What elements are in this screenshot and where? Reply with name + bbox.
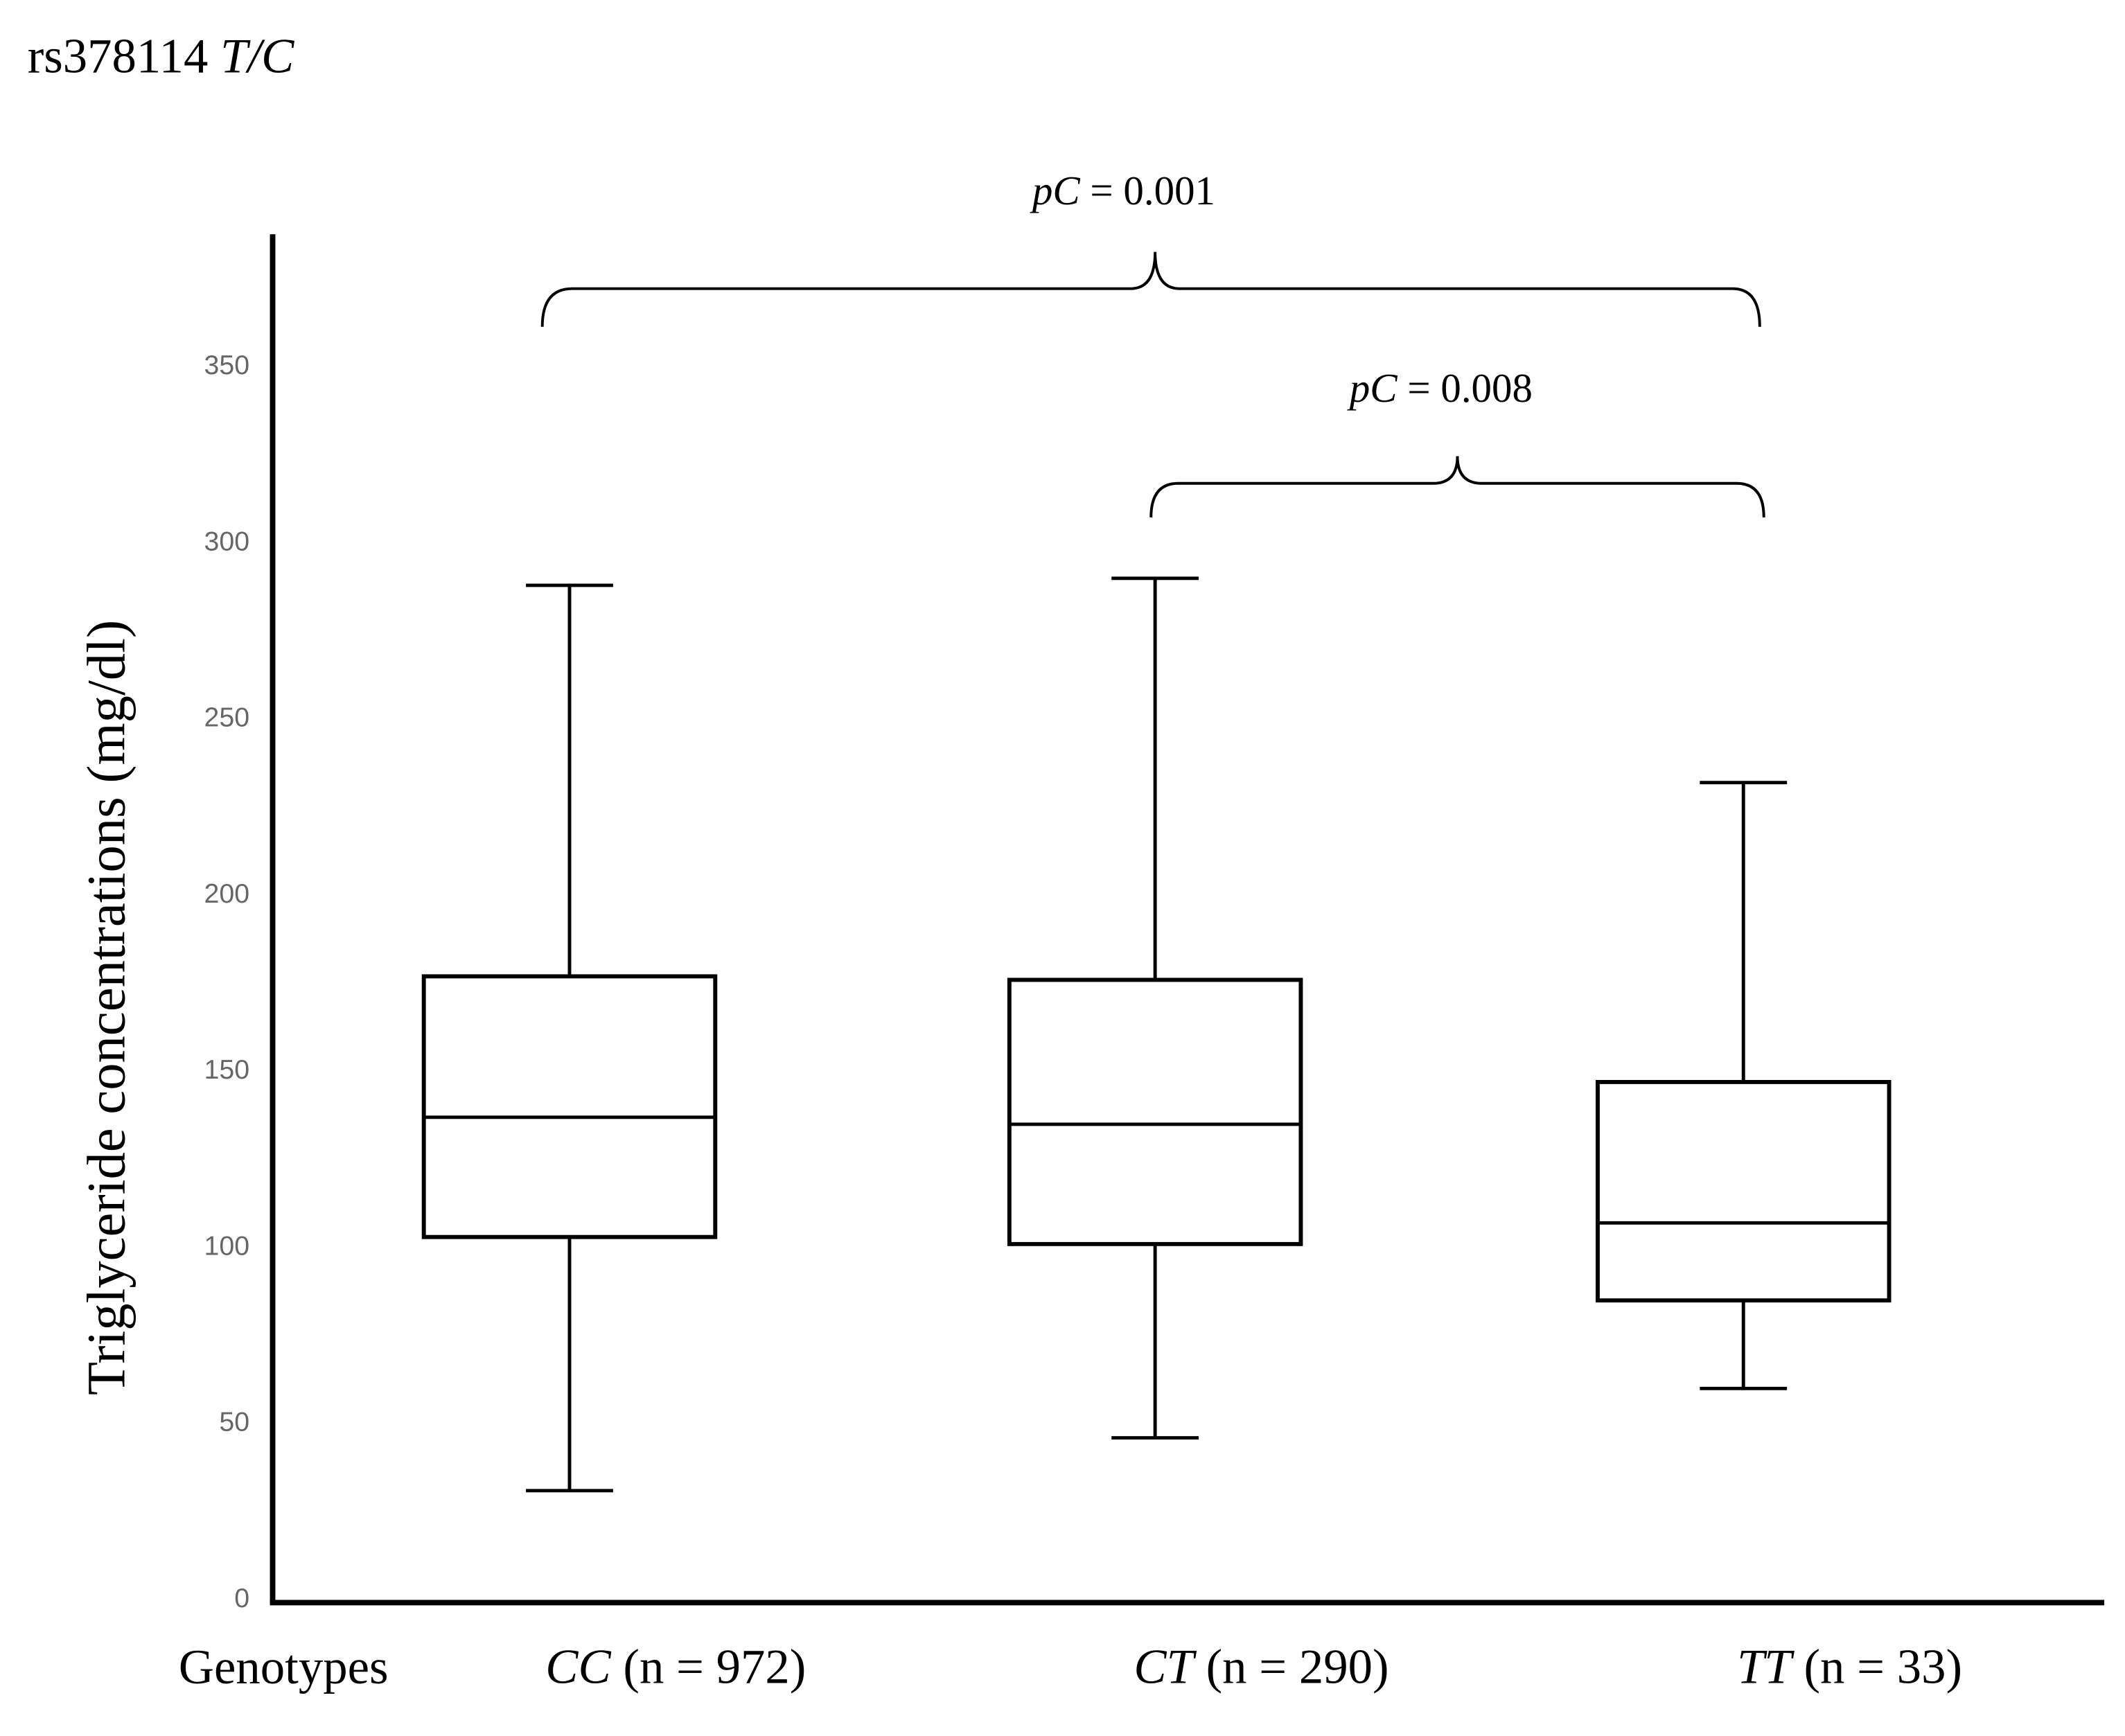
title-text: rs378114 bbox=[28, 30, 209, 84]
x-tick-label: TT (n = 33) bbox=[1737, 1640, 1962, 1694]
y-tick-label: 350 bbox=[204, 350, 250, 380]
y-tick-label: 300 bbox=[204, 526, 250, 556]
y-axis-label: Triglyceride concentrations (mg/dl) bbox=[77, 620, 137, 1395]
box bbox=[1007, 977, 1303, 1246]
x-axis-label: Genotypes bbox=[179, 1640, 389, 1694]
category: CT bbox=[1134, 1640, 1197, 1694]
y-tick-label: 50 bbox=[219, 1407, 249, 1437]
annotation-prefix: pC bbox=[1030, 168, 1080, 213]
x-tick-label: CT (n = 290) bbox=[1134, 1640, 1388, 1694]
annotation-text: = 0.008 bbox=[1407, 365, 1533, 411]
category: CC bbox=[545, 1640, 611, 1694]
bracket bbox=[540, 251, 1761, 327]
y-tick-label: 150 bbox=[204, 1054, 250, 1085]
y-tick-label: 0 bbox=[234, 1583, 249, 1613]
category: TT bbox=[1737, 1640, 1795, 1694]
bracket bbox=[1149, 456, 1765, 517]
y-tick-label: 200 bbox=[204, 878, 250, 909]
box bbox=[421, 974, 718, 1239]
sample-size: (n = 33) bbox=[1804, 1640, 1962, 1694]
annotation-prefix: pC bbox=[1347, 365, 1397, 411]
annotation-text: = 0.001 bbox=[1090, 168, 1215, 213]
sample-size: (n = 290) bbox=[1206, 1640, 1389, 1694]
annotation: pC = 0.008 bbox=[1347, 365, 1533, 411]
chart-title: rs378114 T/C bbox=[28, 30, 294, 84]
x-tick-label: CC (n = 972) bbox=[545, 1640, 806, 1694]
sample-size: (n = 972) bbox=[623, 1640, 806, 1694]
title-italic: T/C bbox=[220, 30, 294, 84]
y-tick-label: 100 bbox=[204, 1230, 250, 1261]
box bbox=[1595, 1079, 1892, 1303]
y-tick-label: 250 bbox=[204, 702, 250, 733]
annotation: pC = 0.001 bbox=[1030, 168, 1215, 213]
